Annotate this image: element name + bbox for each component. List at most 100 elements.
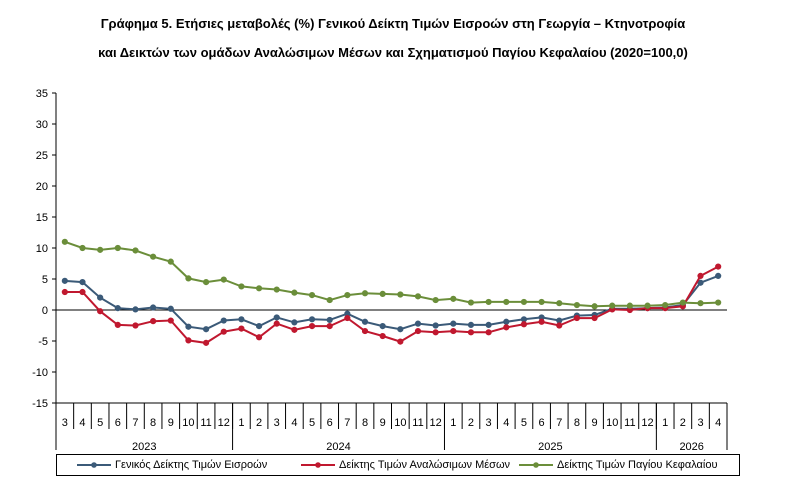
- data-point-fixed-capital: [79, 244, 86, 252]
- x-tick-label: 1: [662, 417, 668, 429]
- data-point-consumables: [520, 321, 528, 328]
- data-point-general: [132, 306, 139, 313]
- data-point-consumables: [379, 332, 386, 340]
- data-point-general: [361, 318, 369, 325]
- data-point-general: [202, 326, 210, 333]
- data-point-fixed-capital: [238, 283, 245, 290]
- data-point-consumables: [238, 325, 245, 332]
- data-point-general: [397, 326, 404, 333]
- legend-item-consumables: Δείκτης Τιμών Αναλώσιμων Μέσων: [301, 459, 510, 471]
- x-tick-label: 6: [115, 417, 121, 429]
- data-point-fixed-capital: [397, 291, 404, 298]
- legend-label-fixed-capital: Δείκτης Τιμών Παγίου Κεφαλαίου: [557, 459, 718, 471]
- data-point-fixed-capital: [414, 293, 422, 300]
- x-tick-label: 3: [697, 417, 703, 429]
- data-point-consumables: [326, 323, 333, 330]
- data-point-fixed-capital: [344, 292, 351, 299]
- data-point-consumables: [114, 321, 121, 328]
- data-point-fixed-capital: [379, 290, 386, 297]
- data-point-fixed-capital: [308, 292, 316, 299]
- x-tick-label: 2: [256, 417, 262, 429]
- data-point-fixed-capital: [556, 300, 563, 307]
- data-point-fixed-capital: [450, 295, 457, 302]
- data-point-general: [556, 317, 563, 324]
- y-tick-label: 10: [36, 243, 48, 255]
- data-point-fixed-capital: [467, 299, 475, 306]
- data-point-consumables: [273, 320, 280, 327]
- data-point-fixed-capital: [697, 300, 704, 307]
- x-tick-label: 12: [218, 417, 230, 429]
- x-tick-label: 3: [486, 417, 492, 429]
- y-tick-label: 30: [36, 119, 48, 131]
- x-tick-label: 9: [592, 417, 598, 429]
- data-point-consumables: [291, 326, 298, 333]
- x-tick-label: 2: [680, 417, 686, 429]
- legend-marker-general: [77, 462, 111, 468]
- data-point-consumables: [79, 288, 86, 296]
- data-point-fixed-capital: [626, 302, 633, 309]
- data-point-general: [273, 314, 280, 321]
- x-tick-label: 8: [574, 417, 580, 429]
- x-tick-label: 7: [132, 417, 138, 429]
- legend-marker-fixed-capital: [519, 462, 553, 468]
- data-point-consumables: [591, 314, 598, 322]
- legend-label-general: Γενικός Δείκτης Τιμών Εισροών: [115, 459, 268, 471]
- data-point-fixed-capital: [644, 302, 651, 309]
- data-point-fixed-capital: [114, 244, 121, 252]
- data-point-general: [432, 322, 439, 329]
- x-tick-label: 4: [291, 417, 297, 429]
- data-point-consumables: [255, 334, 263, 341]
- data-point-general: [697, 279, 704, 286]
- y-tick-label: 0: [42, 305, 48, 317]
- data-point-fixed-capital: [132, 247, 139, 254]
- data-point-fixed-capital: [255, 285, 263, 292]
- year-label: 2025: [538, 441, 562, 450]
- data-point-general: [114, 305, 121, 312]
- data-point-general: [503, 318, 510, 325]
- data-point-consumables: [97, 308, 104, 315]
- data-point-general: [520, 316, 528, 323]
- x-tick-label: 9: [380, 417, 386, 429]
- x-tick-label: 12: [430, 417, 442, 429]
- x-tick-label: 4: [503, 417, 509, 429]
- data-point-fixed-capital: [520, 298, 528, 306]
- x-tick-label: 3: [274, 417, 280, 429]
- data-point-consumables: [715, 263, 722, 270]
- data-point-fixed-capital: [185, 275, 192, 282]
- x-tick-label: 7: [344, 417, 350, 429]
- x-tick-label: 10: [394, 417, 406, 429]
- data-point-consumables: [414, 327, 422, 335]
- legend-item-general: Γενικός Δείκτης Τιμών Εισροών: [77, 459, 267, 471]
- data-point-consumables: [150, 318, 157, 325]
- x-tick-label: 4: [715, 417, 721, 429]
- data-point-fixed-capital: [202, 279, 210, 286]
- data-point-fixed-capital: [97, 246, 104, 253]
- x-tick-label: 7: [556, 417, 562, 429]
- x-tick-label: 12: [641, 417, 653, 429]
- data-point-fixed-capital: [715, 299, 722, 306]
- data-point-general: [167, 305, 174, 312]
- data-point-general: [450, 320, 457, 327]
- x-tick-label: 2: [468, 417, 474, 429]
- data-point-fixed-capital: [361, 290, 369, 297]
- y-tick-label: 35: [36, 88, 48, 100]
- y-tick-label: -15: [32, 398, 48, 410]
- data-point-consumables: [697, 272, 704, 279]
- y-tick-label: 25: [36, 150, 48, 162]
- data-point-consumables: [185, 337, 192, 344]
- data-point-fixed-capital: [679, 299, 686, 306]
- data-point-fixed-capital: [291, 289, 298, 296]
- x-tick-label: 5: [97, 417, 103, 429]
- year-label: 2024: [326, 441, 350, 450]
- data-point-general: [220, 317, 227, 324]
- data-point-consumables: [202, 339, 210, 346]
- data-point-consumables: [467, 329, 475, 336]
- x-tick-label: 1: [238, 417, 244, 429]
- x-tick-label: 6: [327, 417, 333, 429]
- data-point-general: [255, 323, 263, 330]
- legend-marker-consumables: [301, 462, 335, 468]
- x-tick-label: 11: [624, 417, 635, 429]
- data-point-fixed-capital: [326, 296, 333, 304]
- data-point-consumables: [432, 329, 439, 336]
